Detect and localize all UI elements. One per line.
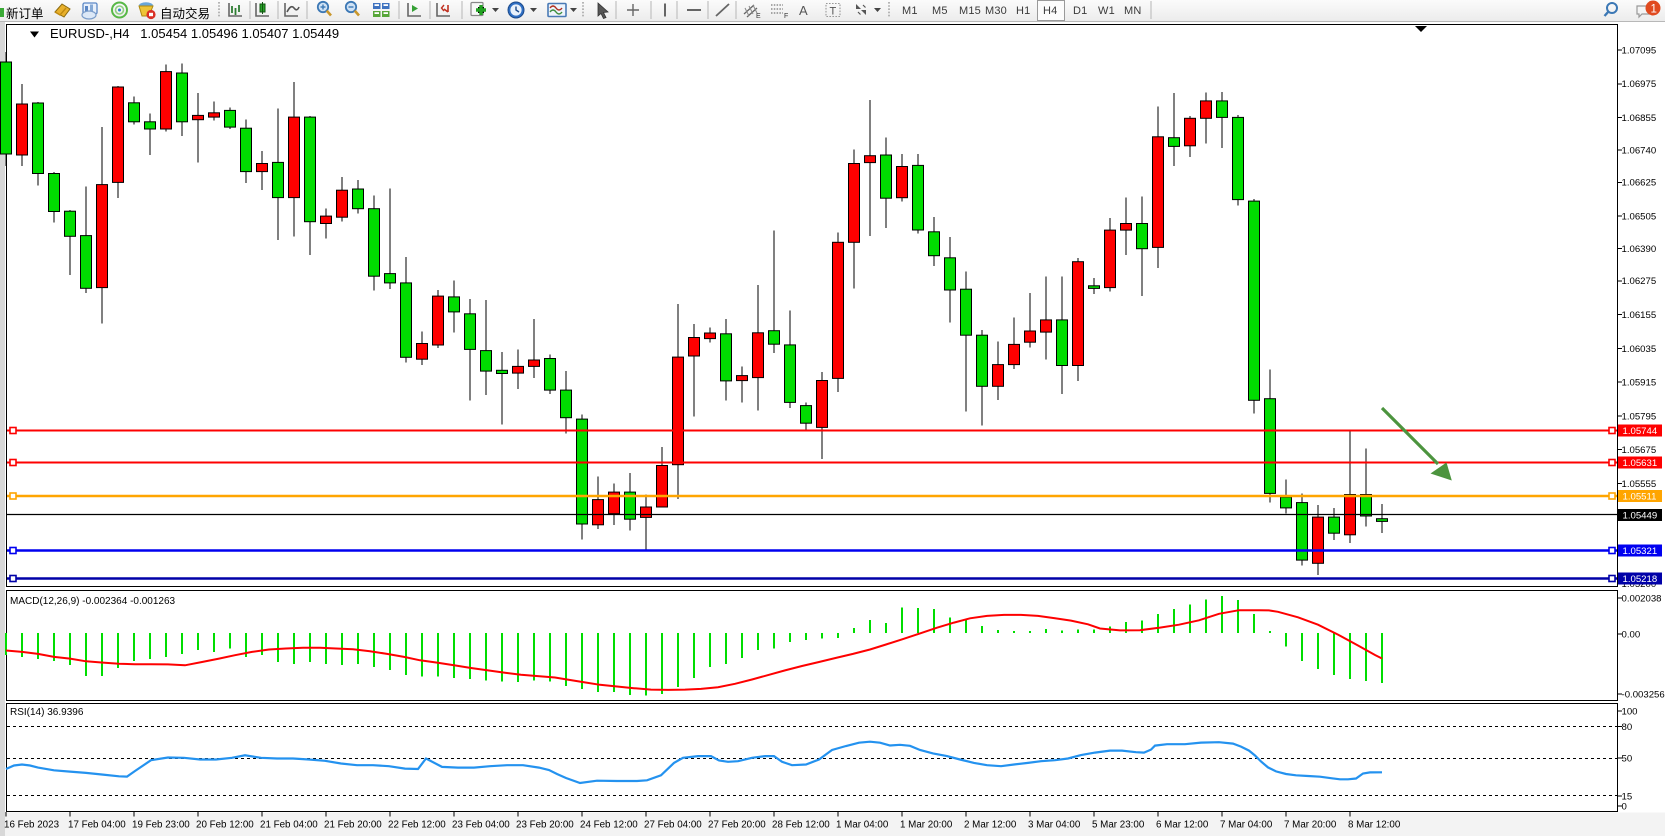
- svg-text:3 Mar 04:00: 3 Mar 04:00: [1028, 820, 1081, 831]
- svg-text:100: 100: [1622, 706, 1638, 717]
- svg-text:1.06155: 1.06155: [1622, 310, 1657, 321]
- svg-text:28 Feb 12:00: 28 Feb 12:00: [772, 820, 830, 831]
- svg-text:24 Feb 12:00: 24 Feb 12:00: [580, 820, 638, 831]
- svg-text:M30: M30: [985, 5, 1007, 17]
- svg-text:1.05744: 1.05744: [1623, 426, 1658, 437]
- svg-text:H1: H1: [1016, 5, 1030, 17]
- svg-text:20 Feb 12:00: 20 Feb 12:00: [196, 820, 254, 831]
- svg-text:23 Feb 04:00: 23 Feb 04:00: [452, 820, 510, 831]
- svg-text:1.06275: 1.06275: [1622, 276, 1657, 287]
- svg-text:1.05631: 1.05631: [1623, 458, 1658, 469]
- svg-text:T: T: [830, 6, 837, 18]
- svg-text:0: 0: [1622, 801, 1627, 812]
- svg-text:16 Feb 2023: 16 Feb 2023: [4, 820, 60, 831]
- svg-text:1.06390: 1.06390: [1622, 244, 1657, 255]
- svg-text:7 Mar 20:00: 7 Mar 20:00: [1284, 820, 1337, 831]
- svg-text:W1: W1: [1098, 5, 1115, 17]
- svg-text:27 Feb 20:00: 27 Feb 20:00: [708, 820, 766, 831]
- svg-text:M1: M1: [902, 5, 918, 17]
- svg-text:15: 15: [1622, 791, 1633, 802]
- svg-text:5 Mar 23:00: 5 Mar 23:00: [1092, 820, 1145, 831]
- svg-text:1.07095: 1.07095: [1622, 45, 1657, 56]
- svg-text:1.05218: 1.05218: [1623, 574, 1658, 585]
- svg-text:F: F: [784, 13, 788, 20]
- svg-text:E: E: [756, 13, 761, 20]
- svg-text:6 Mar 12:00: 6 Mar 12:00: [1156, 820, 1209, 831]
- svg-text:7 Mar 04:00: 7 Mar 04:00: [1220, 820, 1273, 831]
- svg-text:M15: M15: [959, 5, 981, 17]
- svg-text:1.05511: 1.05511: [1623, 492, 1657, 503]
- svg-text:EURUSD-,H4 1.05454 1.05496 1: EURUSD-,H4 1.05454 1.05496 1.05407 1.054…: [50, 26, 339, 41]
- svg-text:27 Feb 04:00: 27 Feb 04:00: [644, 820, 702, 831]
- svg-text:50: 50: [1622, 753, 1633, 764]
- svg-text:MACD(12,26,9) -0.002364 -0.001: MACD(12,26,9) -0.002364 -0.001263: [10, 596, 176, 607]
- svg-text:1.05795: 1.05795: [1622, 411, 1657, 422]
- svg-text:H4: H4: [1043, 5, 1057, 17]
- svg-text:-0.003256: -0.003256: [1622, 689, 1665, 700]
- svg-text:1.05321: 1.05321: [1623, 546, 1658, 557]
- svg-text:1.06625: 1.06625: [1622, 178, 1657, 189]
- svg-text:0.002038: 0.002038: [1622, 593, 1662, 604]
- svg-text:8 Mar 12:00: 8 Mar 12:00: [1348, 820, 1401, 831]
- svg-text:0.00: 0.00: [1622, 629, 1641, 640]
- svg-text:1.06855: 1.06855: [1622, 113, 1657, 124]
- svg-text:1.05675: 1.05675: [1622, 445, 1657, 456]
- svg-text:D1: D1: [1073, 5, 1087, 17]
- svg-text:RSI(14) 36.9396: RSI(14) 36.9396: [10, 707, 84, 718]
- svg-text:80: 80: [1622, 722, 1633, 733]
- svg-text:22 Feb 12:00: 22 Feb 12:00: [388, 820, 446, 831]
- svg-text:1.05555: 1.05555: [1622, 479, 1657, 490]
- svg-text:M5: M5: [932, 5, 948, 17]
- svg-text:23 Feb 20:00: 23 Feb 20:00: [516, 820, 574, 831]
- svg-text:1.05915: 1.05915: [1622, 378, 1657, 389]
- svg-text:2 Mar 12:00: 2 Mar 12:00: [964, 820, 1017, 831]
- svg-text:1.06505: 1.06505: [1622, 212, 1657, 223]
- svg-text:1.05449: 1.05449: [1623, 511, 1658, 522]
- svg-text:1.06740: 1.06740: [1622, 145, 1657, 156]
- svg-text:1: 1: [1651, 4, 1657, 16]
- svg-text:1 Mar 04:00: 1 Mar 04:00: [836, 820, 889, 831]
- svg-text:21 Feb 20:00: 21 Feb 20:00: [324, 820, 382, 831]
- svg-text:A: A: [799, 3, 808, 18]
- svg-text:MN: MN: [1124, 5, 1142, 17]
- svg-text:21 Feb 04:00: 21 Feb 04:00: [260, 820, 318, 831]
- svg-text:1.06035: 1.06035: [1622, 344, 1657, 355]
- svg-text:19 Feb 23:00: 19 Feb 23:00: [132, 820, 190, 831]
- svg-text:17 Feb 04:00: 17 Feb 04:00: [68, 820, 126, 831]
- svg-text:1 Mar 20:00: 1 Mar 20:00: [900, 820, 953, 831]
- svg-text:1.06975: 1.06975: [1622, 79, 1657, 90]
